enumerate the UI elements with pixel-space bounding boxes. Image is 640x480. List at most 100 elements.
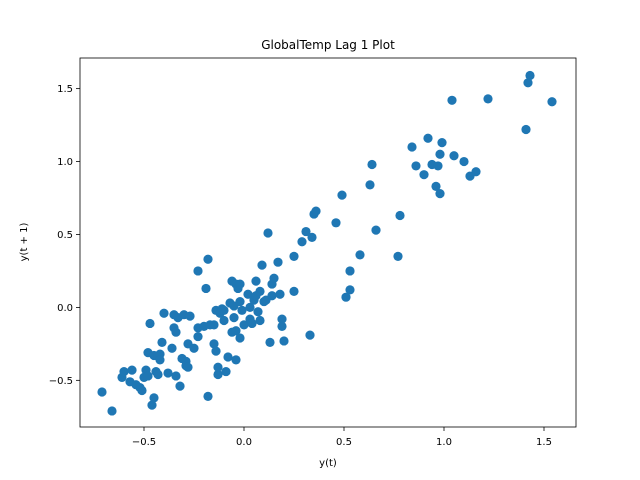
scatter-point <box>127 365 137 375</box>
scatter-point <box>371 225 381 235</box>
scatter-point <box>145 318 155 329</box>
scatter-point <box>219 315 229 326</box>
scatter-point <box>355 250 365 260</box>
scatter-point <box>345 266 355 276</box>
scatter-point <box>221 366 231 377</box>
scatter-point <box>275 289 285 299</box>
scatter-point <box>367 159 377 170</box>
scatter-point <box>525 70 535 81</box>
scatter-point <box>235 279 245 289</box>
scatter-point <box>419 170 429 180</box>
y-tick-label: 0.0 <box>57 303 73 314</box>
scatter-point <box>193 331 203 342</box>
scatter-point <box>341 292 351 302</box>
scatter-point <box>447 95 457 105</box>
scatter-point <box>279 336 289 346</box>
scatter-point <box>175 381 185 391</box>
scatter-point <box>331 218 341 228</box>
scatter-point <box>435 189 445 199</box>
scatter-point <box>223 352 233 362</box>
x-axis-ticks: −0.5 0.0 0.5 1.0 1.5 <box>132 427 552 448</box>
scatter-point <box>209 339 219 349</box>
scatter-point <box>307 232 317 242</box>
scatter-point <box>269 273 279 283</box>
y-tick-label: 1.5 <box>57 84 73 95</box>
plot-area-frame <box>79 57 577 428</box>
scatter-point <box>411 161 421 171</box>
scatter-point <box>263 228 273 238</box>
scatter-point <box>157 337 167 348</box>
scatter-point <box>211 346 221 356</box>
scatter-point <box>143 371 153 381</box>
x-tick-label: 0.0 <box>236 437 252 448</box>
scatter-point <box>235 333 245 343</box>
scatter-point <box>171 327 181 337</box>
scatter-point <box>345 285 355 295</box>
scatter-point <box>267 291 277 301</box>
scatter-point <box>245 302 255 312</box>
scatter-point <box>471 167 481 177</box>
scatter-point <box>459 156 469 167</box>
scatter-point <box>433 161 443 171</box>
y-tick-label: 0.5 <box>57 230 73 241</box>
scatter-point <box>393 251 403 261</box>
scatter-point <box>189 343 199 353</box>
scatter-point <box>231 355 241 365</box>
scatter-point <box>257 260 267 270</box>
scatter-point <box>167 343 177 353</box>
scatter-point <box>547 97 557 107</box>
scatter-point <box>247 318 257 329</box>
scatter-point <box>149 393 159 403</box>
scatter-point <box>265 337 275 348</box>
scatter-point <box>213 369 223 380</box>
scatter-point <box>185 311 195 321</box>
scatter-point <box>521 124 531 135</box>
scatter-point <box>243 289 253 299</box>
scatter-point <box>203 391 213 401</box>
scatter-point <box>219 305 229 315</box>
scatter-point <box>213 362 223 372</box>
scatter-point <box>277 314 287 324</box>
scatter-point <box>153 369 163 380</box>
x-tick-label: 0.5 <box>336 437 352 448</box>
scatter-point <box>273 257 283 267</box>
scatter-point <box>163 368 173 378</box>
scatter-point <box>203 254 213 264</box>
scatter-point <box>237 305 247 315</box>
scatter-point <box>159 308 169 318</box>
scatter-point <box>107 406 117 416</box>
scatter-point <box>289 286 299 296</box>
scatter-point <box>239 320 249 330</box>
scatter-point <box>407 142 417 152</box>
scatter-point <box>305 330 315 340</box>
scatter-point <box>337 190 347 200</box>
scatter-point <box>209 320 219 330</box>
scatter-point <box>523 78 533 88</box>
scatter-point <box>255 315 265 326</box>
scatter-point <box>201 283 211 294</box>
y-axis-ticks: −0.5 0.0 0.5 1.0 1.5 <box>49 84 80 387</box>
scatter-point <box>395 210 405 221</box>
scatter-point <box>483 94 493 104</box>
scatter-point <box>255 286 265 296</box>
chart-title: GlobalTemp Lag 1 Plot <box>261 38 395 52</box>
scatter-point <box>431 181 441 191</box>
scatter-point <box>193 266 203 276</box>
scatter-point <box>437 137 447 148</box>
scatter-point <box>231 326 241 336</box>
scatter-point <box>155 355 165 365</box>
scatter-point <box>137 385 147 396</box>
scatter-point <box>301 226 311 237</box>
y-axis-label: y(t + 1) <box>19 223 30 262</box>
scatter-point <box>297 237 307 247</box>
scatter-points <box>97 70 557 416</box>
scatter-point <box>435 149 445 159</box>
scatter-point <box>423 133 433 143</box>
scatter-point <box>251 276 261 286</box>
scatter-point <box>119 366 129 377</box>
scatter-point <box>277 321 287 331</box>
scatter-point <box>311 206 321 216</box>
scatter-point <box>235 296 245 307</box>
scatter-point <box>449 151 459 161</box>
